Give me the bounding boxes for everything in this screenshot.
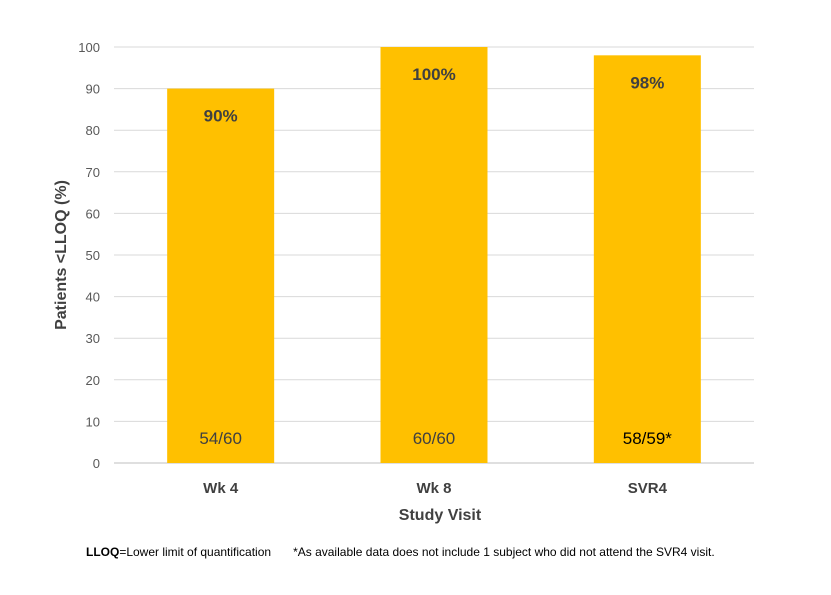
- footnote: LLOQ=Lower limit of quantification *As av…: [86, 545, 715, 559]
- y-tick-label: 90: [86, 82, 100, 97]
- bar: [167, 88, 275, 463]
- y-tick-label: 40: [86, 290, 100, 305]
- bar: [593, 55, 701, 463]
- footnote-note: *As available data does not include 1 su…: [293, 545, 715, 559]
- bar: [380, 47, 488, 463]
- y-tick-label: 60: [86, 206, 100, 221]
- y-tick-label: 80: [86, 123, 100, 138]
- footnote-definition: =Lower limit of quantification: [119, 545, 272, 559]
- x-axis-categories: Wk 4 Wk 8 SVR4: [203, 480, 667, 497]
- y-tick-label: 20: [86, 373, 100, 388]
- x-axis-title: Study Visit: [399, 507, 482, 524]
- data-label-count: 60/60: [413, 429, 456, 448]
- data-label-count: 54/60: [199, 429, 242, 448]
- footnote-abbr: LLOQ: [86, 545, 120, 559]
- y-tick-label: 30: [86, 331, 100, 346]
- x-category-label: Wk 8: [416, 480, 451, 497]
- y-tick-label: 50: [86, 248, 100, 263]
- y-axis-title: Patients <LLOQ (%): [53, 180, 70, 330]
- data-label-percent: 98%: [630, 73, 664, 92]
- x-category-label: SVR4: [628, 480, 668, 497]
- y-tick-label: 70: [86, 165, 100, 180]
- data-label-percent: 100%: [412, 65, 455, 84]
- x-category-label: Wk 4: [203, 480, 239, 497]
- data-label-percent: 90%: [204, 107, 238, 126]
- bars: 90% 54/60 100% 60/60 98% 58/59*: [167, 47, 701, 463]
- y-tick-label: 0: [93, 456, 100, 471]
- y-tick-label: 100: [78, 40, 100, 55]
- y-tick-label: 10: [86, 414, 100, 429]
- y-axis-ticks: 0 10 20 30 40 50 60 70 80 90 100: [78, 40, 100, 471]
- data-label-count: 58/59*: [623, 429, 673, 448]
